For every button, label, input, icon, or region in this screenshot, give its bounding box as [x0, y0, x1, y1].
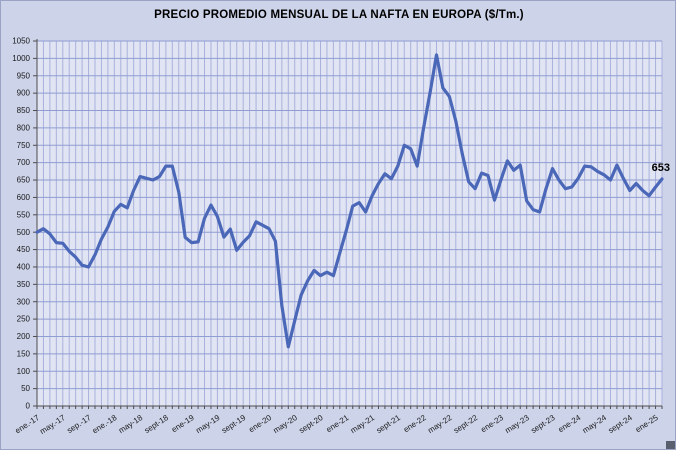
- x-tick-label: may-21: [349, 413, 377, 435]
- y-tick-label: 1050: [12, 37, 30, 46]
- x-tick-label: ene-20: [247, 413, 273, 434]
- y-tick-label: 150: [17, 349, 31, 358]
- x-tick-label: may-22: [426, 413, 454, 435]
- x-tick-label: may-18: [117, 413, 145, 435]
- price-line: [35, 53, 664, 349]
- x-tick-label: sep.-17: [65, 413, 93, 435]
- x-tick-label: may-19: [194, 413, 222, 435]
- window-resize-corner: [666, 441, 675, 449]
- y-tick-label: 350: [17, 280, 31, 289]
- y-tick-label: 600: [17, 193, 31, 202]
- x-tick-label: ene.-18: [91, 413, 119, 436]
- x-tick-label: ene-23: [479, 413, 505, 434]
- y-tick-label: 800: [17, 123, 31, 132]
- chart-title: PRECIO PROMEDIO MENSUAL DE LA NAFTA EN E…: [154, 9, 524, 21]
- x-axis-labels: ene.-17may.-17sep.-17ene.-18may-18sept-1…: [13, 413, 660, 436]
- x-tick-label: ene-22: [402, 413, 428, 434]
- y-tick-label: 550: [17, 210, 31, 219]
- y-tick-label: 850: [17, 106, 31, 115]
- y-tick-label: 400: [17, 263, 31, 272]
- x-tick-label: may-20: [272, 413, 300, 435]
- x-tick-label: sept-24: [607, 413, 635, 435]
- x-tick-label: may-23: [503, 413, 531, 435]
- x-tick-label: may.-17: [38, 413, 67, 436]
- x-tick-label: sept-18: [143, 413, 171, 435]
- x-tick-label: ene-21: [325, 413, 351, 434]
- x-tick-label: sept-22: [452, 413, 480, 435]
- x-tick-label: may-24: [581, 413, 609, 435]
- y-tick-label: 900: [17, 89, 31, 98]
- y-tick-label: 1000: [12, 54, 30, 63]
- horizontal-gridlines: [37, 40, 662, 390]
- y-tick-label: 650: [17, 176, 31, 185]
- x-tick-label: ene-25: [634, 413, 660, 434]
- y-tick-label: 50: [21, 384, 30, 393]
- x-tick-label: sept-19: [220, 413, 248, 435]
- y-tick-label: 750: [17, 141, 31, 150]
- axes: [33, 39, 663, 409]
- x-tick-label: sept-21: [375, 413, 403, 435]
- x-tick-label: ene-19: [170, 413, 196, 434]
- x-tick-label: sept-23: [529, 413, 557, 435]
- y-tick-label: 200: [17, 332, 31, 341]
- x-tick-label: ene-24: [557, 413, 583, 434]
- y-tick-label: 0: [26, 402, 31, 411]
- vertical-gridlines: [42, 41, 663, 406]
- y-tick-label: 100: [17, 367, 31, 376]
- y-tick-label: 500: [17, 228, 31, 237]
- y-axis-labels: 0 50 100 150 200 250 300 350 400 450 500 550 600 650 7…: [12, 37, 30, 411]
- y-tick-label: 300: [17, 297, 31, 306]
- x-tick-label: ene.-17: [13, 413, 41, 436]
- y-tick-label: 950: [17, 71, 31, 80]
- end-value-label: 653: [652, 162, 670, 174]
- y-tick-label: 700: [17, 158, 31, 167]
- y-tick-label: 250: [17, 315, 31, 324]
- y-tick-label: 450: [17, 245, 31, 254]
- x-tick-label: sept-20: [297, 413, 325, 435]
